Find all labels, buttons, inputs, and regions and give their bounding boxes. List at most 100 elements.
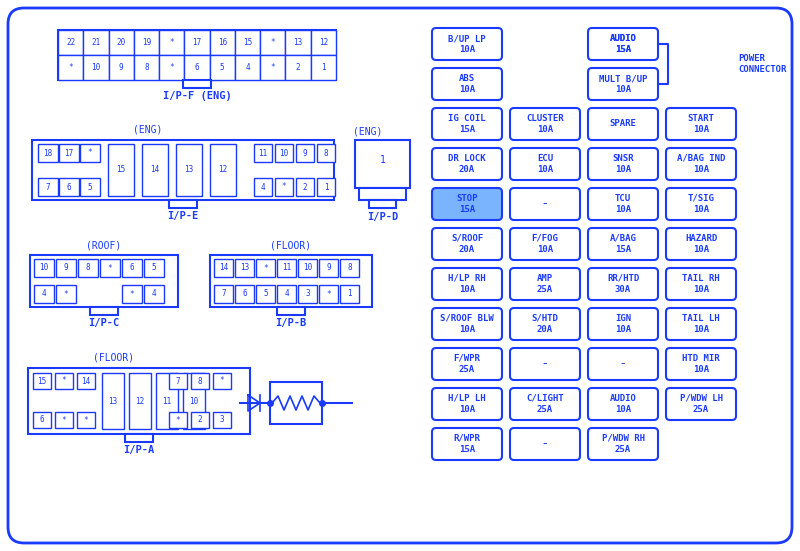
Text: HAZARD
10A: HAZARD 10A	[685, 234, 717, 254]
Text: 15: 15	[243, 38, 252, 47]
Text: 11: 11	[162, 397, 172, 406]
Text: *: *	[88, 149, 92, 158]
FancyBboxPatch shape	[432, 308, 502, 340]
Bar	[286, 55, 310, 80]
FancyBboxPatch shape	[588, 188, 658, 220]
Bar	[102, 373, 124, 429]
Text: 6: 6	[194, 63, 199, 72]
Bar	[77, 412, 95, 428]
FancyBboxPatch shape	[510, 348, 580, 380]
Text: *: *	[270, 63, 275, 72]
Bar	[286, 30, 310, 55]
Bar	[34, 285, 54, 303]
Text: 6: 6	[242, 289, 247, 299]
Text: 4: 4	[261, 182, 266, 192]
FancyBboxPatch shape	[8, 8, 792, 543]
Text: 15: 15	[116, 165, 126, 175]
FancyBboxPatch shape	[510, 428, 580, 460]
Text: 8: 8	[347, 263, 352, 273]
Bar	[176, 144, 202, 196]
Text: A/BAG IND
10A: A/BAG IND 10A	[677, 154, 725, 174]
Bar	[108, 144, 134, 196]
Text: 16: 16	[218, 38, 227, 47]
Bar	[59, 144, 79, 162]
Text: H/LP LH
10A: H/LP LH 10A	[448, 394, 486, 414]
Text: 4: 4	[152, 289, 156, 299]
Bar	[317, 178, 335, 196]
Text: P/WDW RH
25A: P/WDW RH 25A	[602, 434, 645, 454]
Text: F/WPR
25A: F/WPR 25A	[454, 354, 481, 374]
FancyBboxPatch shape	[432, 428, 502, 460]
Text: C/LIGHT
25A: C/LIGHT 25A	[526, 394, 564, 414]
Bar	[277, 285, 296, 303]
FancyBboxPatch shape	[588, 108, 658, 140]
Bar	[359, 188, 406, 200]
Text: *: *	[62, 376, 66, 386]
Bar	[38, 178, 58, 196]
Text: 1: 1	[321, 63, 326, 72]
Bar	[298, 259, 317, 277]
Bar	[144, 285, 164, 303]
FancyBboxPatch shape	[510, 108, 580, 140]
Text: 17: 17	[64, 149, 74, 158]
Text: TAIL RH
10A: TAIL RH 10A	[682, 274, 720, 294]
Text: -: -	[542, 437, 547, 451]
Text: 9: 9	[326, 263, 331, 273]
Text: 8: 8	[198, 376, 202, 386]
Text: 7: 7	[176, 376, 180, 386]
Bar	[183, 373, 205, 429]
Bar	[80, 178, 100, 196]
Text: 8: 8	[86, 263, 90, 273]
Text: -: -	[621, 358, 626, 370]
Bar	[56, 259, 76, 277]
Text: IG COIL
15A: IG COIL 15A	[448, 114, 486, 134]
Text: 5: 5	[220, 63, 225, 72]
Bar	[109, 30, 134, 55]
Text: *: *	[68, 63, 73, 72]
Text: -: -	[542, 358, 547, 370]
Bar	[296, 178, 314, 196]
Bar	[254, 144, 272, 162]
Text: 11: 11	[258, 149, 268, 158]
Bar	[191, 373, 209, 389]
Bar	[235, 30, 260, 55]
Text: 20: 20	[117, 38, 126, 47]
Text: S/HTD
20A: S/HTD 20A	[531, 314, 558, 334]
Text: *: *	[170, 38, 174, 47]
FancyBboxPatch shape	[588, 388, 658, 420]
FancyBboxPatch shape	[432, 388, 502, 420]
Bar	[58, 30, 336, 80]
Text: I/P-F (ENG): I/P-F (ENG)	[162, 91, 231, 101]
Bar	[355, 140, 410, 188]
Bar	[270, 382, 322, 424]
Text: 13: 13	[108, 397, 118, 406]
Text: *: *	[84, 415, 88, 424]
Text: 8: 8	[324, 149, 328, 158]
Bar	[56, 285, 76, 303]
FancyBboxPatch shape	[588, 348, 658, 380]
Bar	[275, 144, 293, 162]
Text: 9: 9	[64, 263, 68, 273]
FancyBboxPatch shape	[588, 148, 658, 180]
Text: DR LOCK
20A: DR LOCK 20A	[448, 154, 486, 174]
Text: POWER
CONNECTOR: POWER CONNECTOR	[738, 55, 786, 74]
Text: 4: 4	[246, 63, 250, 72]
FancyBboxPatch shape	[510, 268, 580, 300]
Text: 11: 11	[282, 263, 291, 273]
Text: *: *	[176, 415, 180, 424]
FancyBboxPatch shape	[432, 268, 502, 300]
Text: 10: 10	[279, 149, 289, 158]
Bar	[30, 255, 178, 307]
Bar	[58, 55, 83, 80]
FancyBboxPatch shape	[432, 28, 502, 60]
FancyBboxPatch shape	[666, 308, 736, 340]
Bar	[310, 55, 336, 80]
Text: 3: 3	[305, 289, 310, 299]
Bar	[169, 200, 197, 208]
Text: MULT B/UP
10A: MULT B/UP 10A	[599, 74, 647, 94]
Bar	[213, 373, 231, 389]
Bar	[83, 30, 109, 55]
Text: TAIL LH
10A: TAIL LH 10A	[682, 314, 720, 334]
Text: CLUSTER
10A: CLUSTER 10A	[526, 114, 564, 134]
Text: 10: 10	[91, 63, 101, 72]
